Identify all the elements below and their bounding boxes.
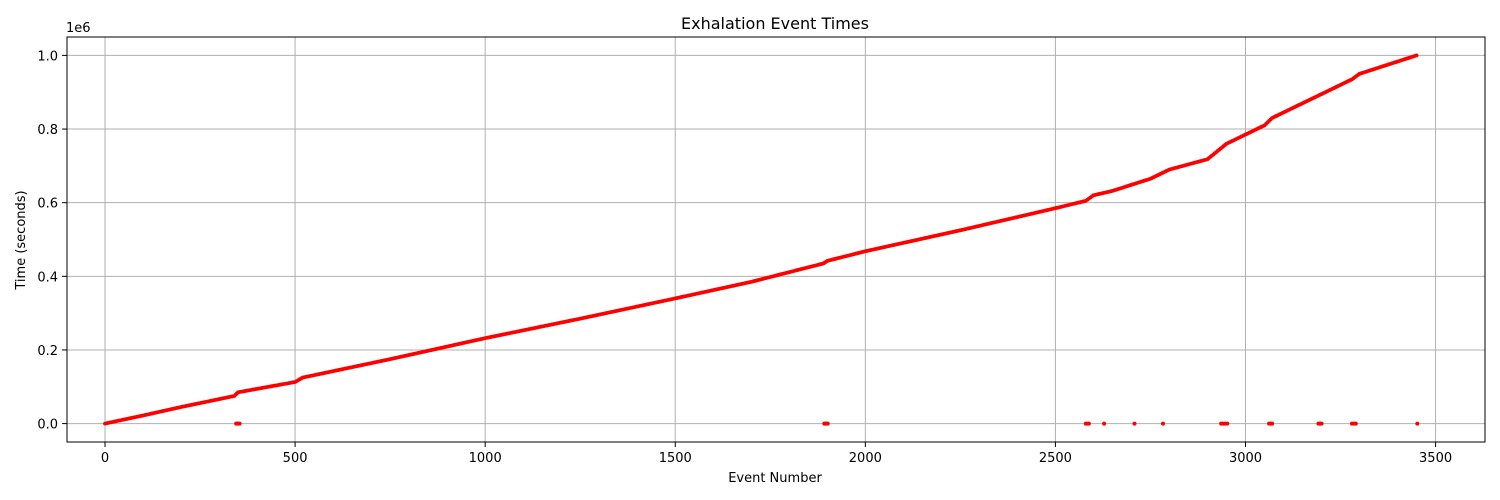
outlier-point [1102, 421, 1107, 426]
outlier-point [237, 421, 242, 426]
y-tick-label: 0.2 [37, 344, 58, 359]
outlier-point [1319, 421, 1324, 426]
x-tick-label: 1500 [659, 451, 692, 466]
y-tick-label: 0.0 [37, 418, 58, 433]
x-tick-label: 500 [283, 451, 308, 466]
x-axis-label: Event Number [728, 471, 822, 486]
y-tick-label: 0.6 [37, 197, 58, 212]
y-axis-label: Time (seconds) [14, 190, 29, 290]
data-point [1414, 53, 1419, 58]
x-tick-label: 2000 [849, 451, 882, 466]
axis-ticks: 0 500 1000 1500 2000 2500 3000 3500 0.0 0.2 0.4 0.6… [37, 49, 1452, 466]
outlier-point [1225, 421, 1230, 426]
x-tick-label: 3000 [1229, 451, 1262, 466]
y-offset-label: 1e6 [66, 21, 91, 36]
x-tick-label: 2500 [1039, 451, 1072, 466]
x-tick-label: 3500 [1419, 451, 1452, 466]
outlier-point [1353, 421, 1358, 426]
x-tick-label: 1000 [469, 451, 502, 466]
outlier-point [1132, 421, 1137, 426]
outlier-point [825, 421, 830, 426]
y-tick-label: 0.4 [37, 270, 58, 285]
plot-frame [66, 36, 1486, 443]
outlier-point [1270, 421, 1275, 426]
chart-title: Exhalation Event Times [681, 14, 869, 33]
y-tick-label: 0.8 [37, 123, 58, 138]
outlier-point [1161, 421, 1166, 426]
y-tick-label: 1.0 [37, 49, 58, 64]
x-tick-label: 0 [101, 451, 109, 466]
data-points [103, 53, 1420, 426]
outlier-point [1415, 421, 1420, 426]
outlier-point [1086, 421, 1091, 426]
grid-lines [67, 37, 1485, 442]
